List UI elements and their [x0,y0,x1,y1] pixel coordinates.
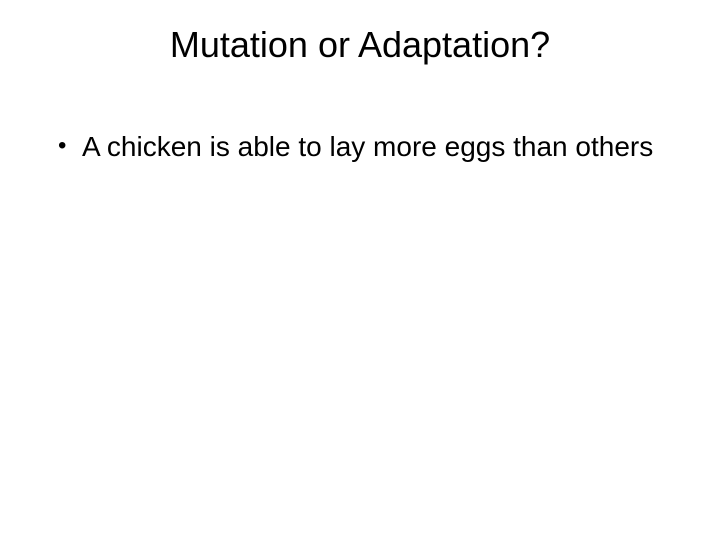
bullet-list: A chicken is able to lay more eggs than … [54,130,666,164]
slide-body: A chicken is able to lay more eggs than … [54,130,666,164]
bullet-item: A chicken is able to lay more eggs than … [54,130,666,164]
slide: Mutation or Adaptation? A chicken is abl… [0,0,720,540]
slide-title: Mutation or Adaptation? [0,24,720,66]
